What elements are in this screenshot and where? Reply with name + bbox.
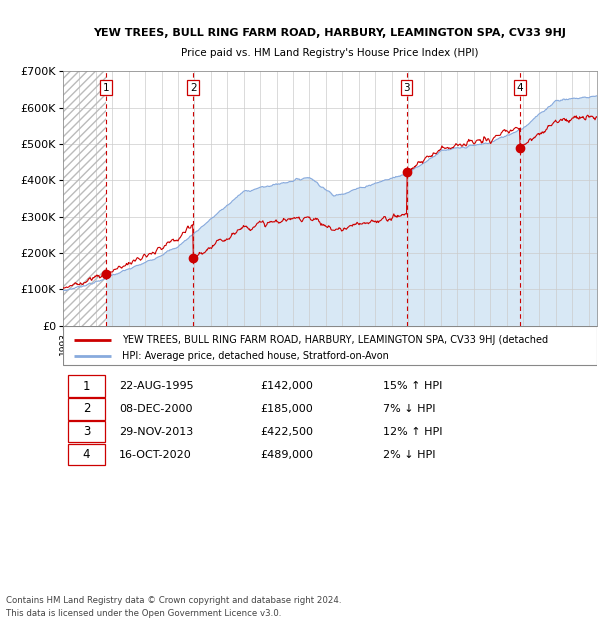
Text: HPI: Average price, detached house, Stratford-on-Avon: HPI: Average price, detached house, Stra… <box>122 352 389 361</box>
Text: 3: 3 <box>83 425 90 438</box>
Bar <box>63 71 106 326</box>
Text: 2: 2 <box>83 402 90 415</box>
Text: 7% ↓ HPI: 7% ↓ HPI <box>383 404 436 414</box>
Text: 2% ↓ HPI: 2% ↓ HPI <box>383 450 436 459</box>
Text: 1: 1 <box>83 379 90 392</box>
Bar <box>63 71 106 326</box>
Text: 4: 4 <box>516 82 523 93</box>
Text: Price paid vs. HM Land Registry's House Price Index (HPI): Price paid vs. HM Land Registry's House … <box>181 48 479 58</box>
FancyBboxPatch shape <box>63 326 597 365</box>
Text: £142,000: £142,000 <box>260 381 313 391</box>
Text: 16-OCT-2020: 16-OCT-2020 <box>119 450 192 459</box>
Text: This data is licensed under the Open Government Licence v3.0.: This data is licensed under the Open Gov… <box>6 609 281 618</box>
Text: YEW TREES, BULL RING FARM ROAD, HARBURY, LEAMINGTON SPA, CV33 9HJ (detached: YEW TREES, BULL RING FARM ROAD, HARBURY,… <box>122 335 548 345</box>
Text: 12% ↑ HPI: 12% ↑ HPI <box>383 427 443 436</box>
Text: 08-DEC-2000: 08-DEC-2000 <box>119 404 193 414</box>
Text: 4: 4 <box>83 448 90 461</box>
Text: 1: 1 <box>103 82 110 93</box>
Text: 15% ↑ HPI: 15% ↑ HPI <box>383 381 443 391</box>
FancyBboxPatch shape <box>68 444 104 465</box>
Text: YEW TREES, BULL RING FARM ROAD, HARBURY, LEAMINGTON SPA, CV33 9HJ: YEW TREES, BULL RING FARM ROAD, HARBURY,… <box>94 28 566 38</box>
Text: 29-NOV-2013: 29-NOV-2013 <box>119 427 193 436</box>
FancyBboxPatch shape <box>68 421 104 443</box>
Text: Contains HM Land Registry data © Crown copyright and database right 2024.: Contains HM Land Registry data © Crown c… <box>6 596 341 606</box>
FancyBboxPatch shape <box>68 375 104 397</box>
Text: £422,500: £422,500 <box>260 427 314 436</box>
Text: £185,000: £185,000 <box>260 404 313 414</box>
FancyBboxPatch shape <box>68 398 104 420</box>
Text: 2: 2 <box>190 82 197 93</box>
Text: 3: 3 <box>403 82 410 93</box>
Text: £489,000: £489,000 <box>260 450 314 459</box>
Text: 22-AUG-1995: 22-AUG-1995 <box>119 381 194 391</box>
